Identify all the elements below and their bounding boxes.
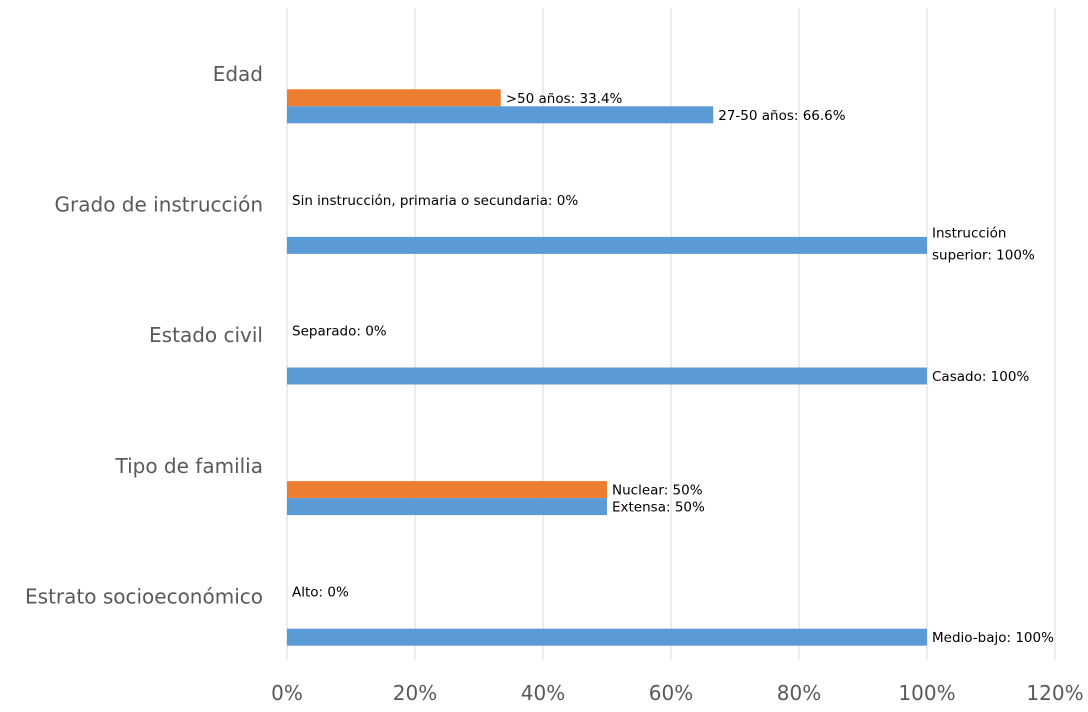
data-label: Nuclear: 50% xyxy=(612,483,703,499)
bar xyxy=(287,628,927,646)
bar xyxy=(287,106,714,124)
category-label: Tipo de familia xyxy=(114,454,263,478)
data-label: Extensa: 50% xyxy=(612,500,705,516)
data-label: Separado: 0% xyxy=(292,324,387,340)
x-axis-tick-labels: 0% 20% 40% 60% 80% 100% 120% xyxy=(271,681,1083,705)
category-label: Estado civil xyxy=(149,323,263,347)
bars xyxy=(287,89,927,646)
bar xyxy=(287,236,927,254)
data-label: Instrucción superior: 100% xyxy=(932,225,1035,263)
x-tick-label: 100% xyxy=(898,681,955,705)
x-tick-label: 40% xyxy=(521,681,565,705)
data-label: Alto: 0% xyxy=(292,585,349,601)
bar xyxy=(287,481,607,499)
category-label: Grado de instrucción xyxy=(55,193,263,217)
category-labels: Edad Grado de instrucción Estado civil Tipo… xyxy=(25,62,263,608)
data-labels: >50 años: 33.4% 27-50 años: 66.6% Sin inst… xyxy=(292,91,1054,646)
data-label: 27-50 años: 66.6% xyxy=(718,108,846,124)
data-label: Sin instrucción, primaria o secundaria: … xyxy=(292,193,578,209)
bar xyxy=(287,367,927,385)
data-label: Casado: 100% xyxy=(932,369,1029,385)
x-tick-label: 60% xyxy=(649,681,693,705)
x-tick-label: 80% xyxy=(777,681,821,705)
category-label: Edad xyxy=(213,62,263,86)
bar xyxy=(287,498,607,516)
x-tick-label: 20% xyxy=(393,681,437,705)
category-label: Estrato socioeconómico xyxy=(25,584,263,608)
data-label: Medio-bajo: 100% xyxy=(932,630,1054,646)
x-tick-label: 120% xyxy=(1026,681,1083,705)
x-tick-label: 0% xyxy=(271,681,303,705)
bar xyxy=(287,89,501,107)
data-label: >50 años: 33.4% xyxy=(506,91,623,107)
